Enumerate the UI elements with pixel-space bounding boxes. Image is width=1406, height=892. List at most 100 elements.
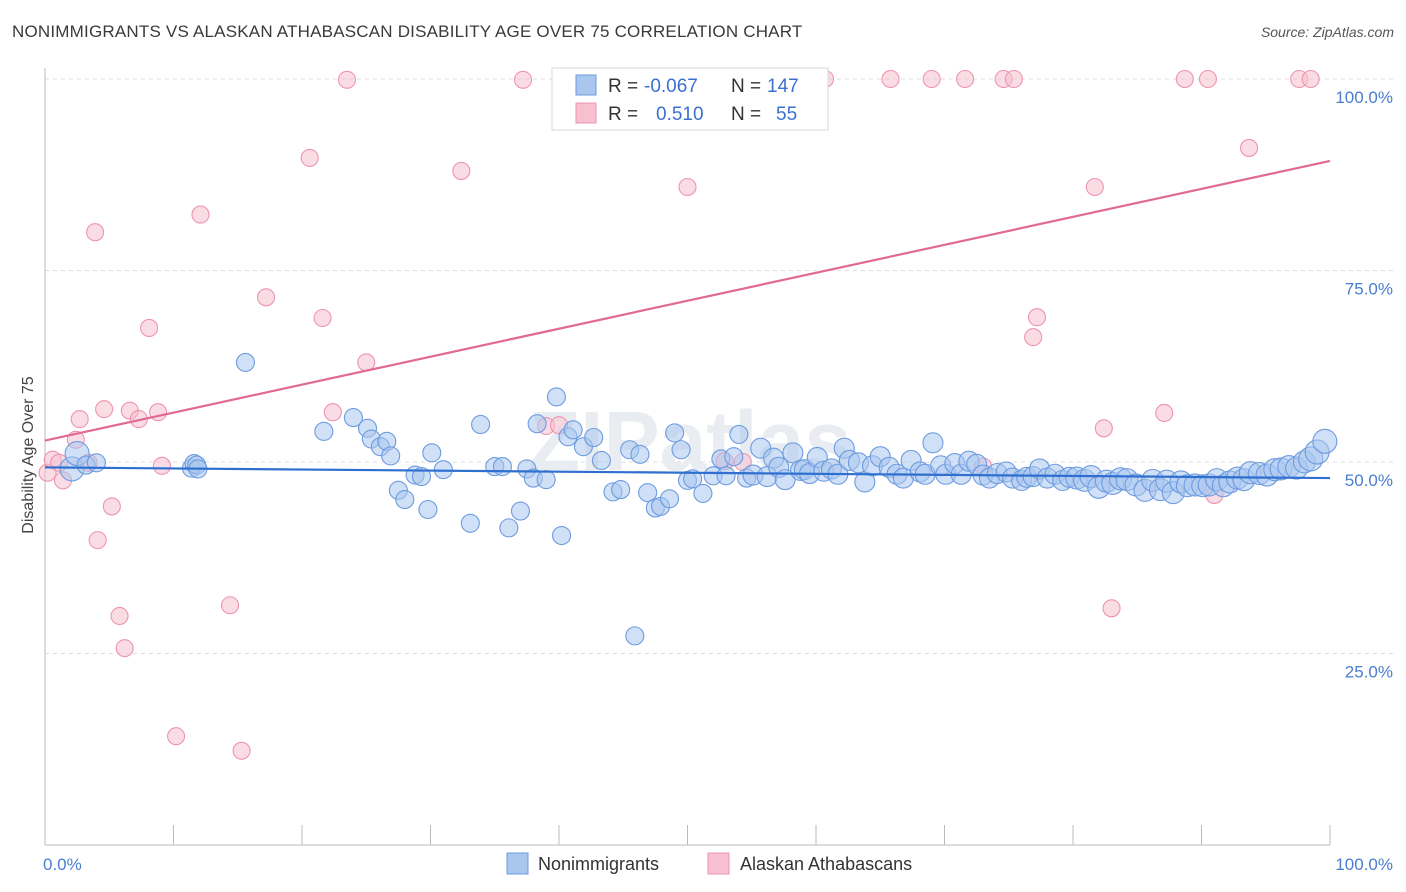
source-credit: Source: ZipAtlas.com [1260, 24, 1394, 40]
series-label-nonimmigrants: Nonimmigrants [538, 854, 659, 874]
blue-point [411, 467, 432, 487]
pink-point [452, 161, 471, 180]
blue-point [563, 420, 583, 440]
series-swatch-nonimmigrants [506, 852, 529, 875]
blue-point [665, 423, 685, 443]
pink-point [102, 497, 121, 516]
blue-point [314, 421, 334, 441]
pink-point [1301, 69, 1320, 89]
blue-point [527, 414, 547, 434]
pink-point [881, 69, 900, 89]
x-tick-labels: 0.0% 100.0% [43, 855, 1393, 874]
pink-point [1239, 138, 1259, 157]
pink-point [1175, 69, 1194, 89]
blue-point [471, 414, 491, 435]
x-tick-label: 100.0% [1335, 855, 1393, 874]
pink-point [88, 531, 107, 550]
pink-point [323, 403, 342, 422]
pink-point [1027, 308, 1047, 327]
pink-point [70, 410, 89, 429]
blue-point [381, 446, 401, 466]
blue-point [235, 352, 256, 372]
blue-point [86, 453, 106, 473]
series-legend: Nonimmigrants Alaskan Athabascans [506, 852, 912, 875]
series-label-alaskan-athabascans: Alaskan Athabascans [740, 854, 912, 874]
pink-point [513, 70, 533, 89]
blue-point [922, 432, 944, 454]
blue-point [422, 443, 442, 463]
blue-point [683, 469, 703, 489]
legend-r-label-2: R = [608, 104, 638, 125]
pink-point [337, 70, 357, 89]
pink-point [110, 606, 129, 626]
pink-point [95, 400, 114, 419]
stats-legend: R = -0.067 N = 147 R = 0.510 N = 55 [551, 67, 829, 131]
pink-point [191, 205, 210, 224]
pink-point [678, 177, 697, 197]
blue-point [584, 427, 604, 448]
blue-point [460, 513, 480, 533]
blue-point [716, 466, 736, 486]
pink-point [152, 456, 171, 475]
blue-point [638, 483, 658, 503]
blue-point [510, 501, 531, 521]
legend-n-label-2: N = [731, 104, 761, 125]
pink-point [256, 288, 276, 307]
blue-point [693, 483, 713, 503]
blue-point [395, 489, 415, 510]
legend-n-value-2: 55 [776, 104, 797, 125]
pink-point [220, 596, 240, 615]
nonimmigrants-points [59, 352, 1338, 646]
blue-point [625, 626, 645, 646]
pink-point [140, 318, 159, 338]
blue-point [499, 518, 519, 538]
legend-n-value-1: 147 [767, 76, 799, 97]
blue-point [729, 424, 749, 444]
pink-point [115, 639, 134, 658]
pink-point [1102, 599, 1121, 618]
legend-r-value-1: -0.067 [644, 76, 698, 97]
pink-point [86, 223, 105, 242]
pink-point [167, 727, 186, 746]
chart-title: NONIMMIGRANTS VS ALASKAN ATHABASCAN DISA… [12, 22, 803, 41]
blue-point [1312, 428, 1338, 454]
pink-point [300, 148, 319, 167]
y-axis-label: Disability Age Over 75 [20, 376, 37, 534]
x-tick-label: 0.0% [43, 855, 82, 874]
blue-point [630, 444, 650, 464]
blue-point [552, 525, 572, 546]
pink-point [232, 741, 251, 760]
series-swatch-alaskan-athabascans [707, 852, 730, 875]
legend-r-value-2: 0.510 [656, 104, 704, 125]
pink-point [1004, 69, 1023, 89]
blue-point [782, 442, 804, 464]
blue-point [671, 440, 691, 460]
y-tick-labels: 25.0% 50.0% 75.0% 100.0% [1335, 88, 1393, 682]
blue-point [591, 450, 611, 471]
pink-point [1094, 419, 1113, 438]
alaskan-athabascans-trend-line [44, 159, 1331, 442]
pink-point [1198, 69, 1217, 89]
legend-n-label-1: N = [731, 76, 761, 97]
y-tick-label: 25.0% [1345, 663, 1393, 682]
pink-point [313, 308, 332, 328]
blue-point [536, 470, 556, 490]
blue-point [724, 447, 744, 467]
legend-r-label-1: R = [608, 76, 638, 97]
legend-swatch-pink [575, 102, 597, 124]
legend-swatch-blue [575, 74, 597, 96]
y-tick-label: 100.0% [1335, 88, 1393, 107]
blue-point [659, 489, 680, 509]
y-tick-label: 50.0% [1345, 471, 1393, 490]
blue-point [492, 457, 513, 477]
trend-lines [44, 159, 1331, 480]
blue-point [546, 387, 566, 407]
pink-point [922, 69, 941, 89]
pink-point [1085, 177, 1104, 197]
blue-point [343, 408, 363, 428]
y-tick-label: 75.0% [1345, 280, 1393, 299]
nonimmigrants-trend-line [44, 466, 1331, 480]
pink-point [1024, 328, 1043, 347]
blue-point [418, 499, 438, 520]
blue-point [611, 480, 631, 500]
